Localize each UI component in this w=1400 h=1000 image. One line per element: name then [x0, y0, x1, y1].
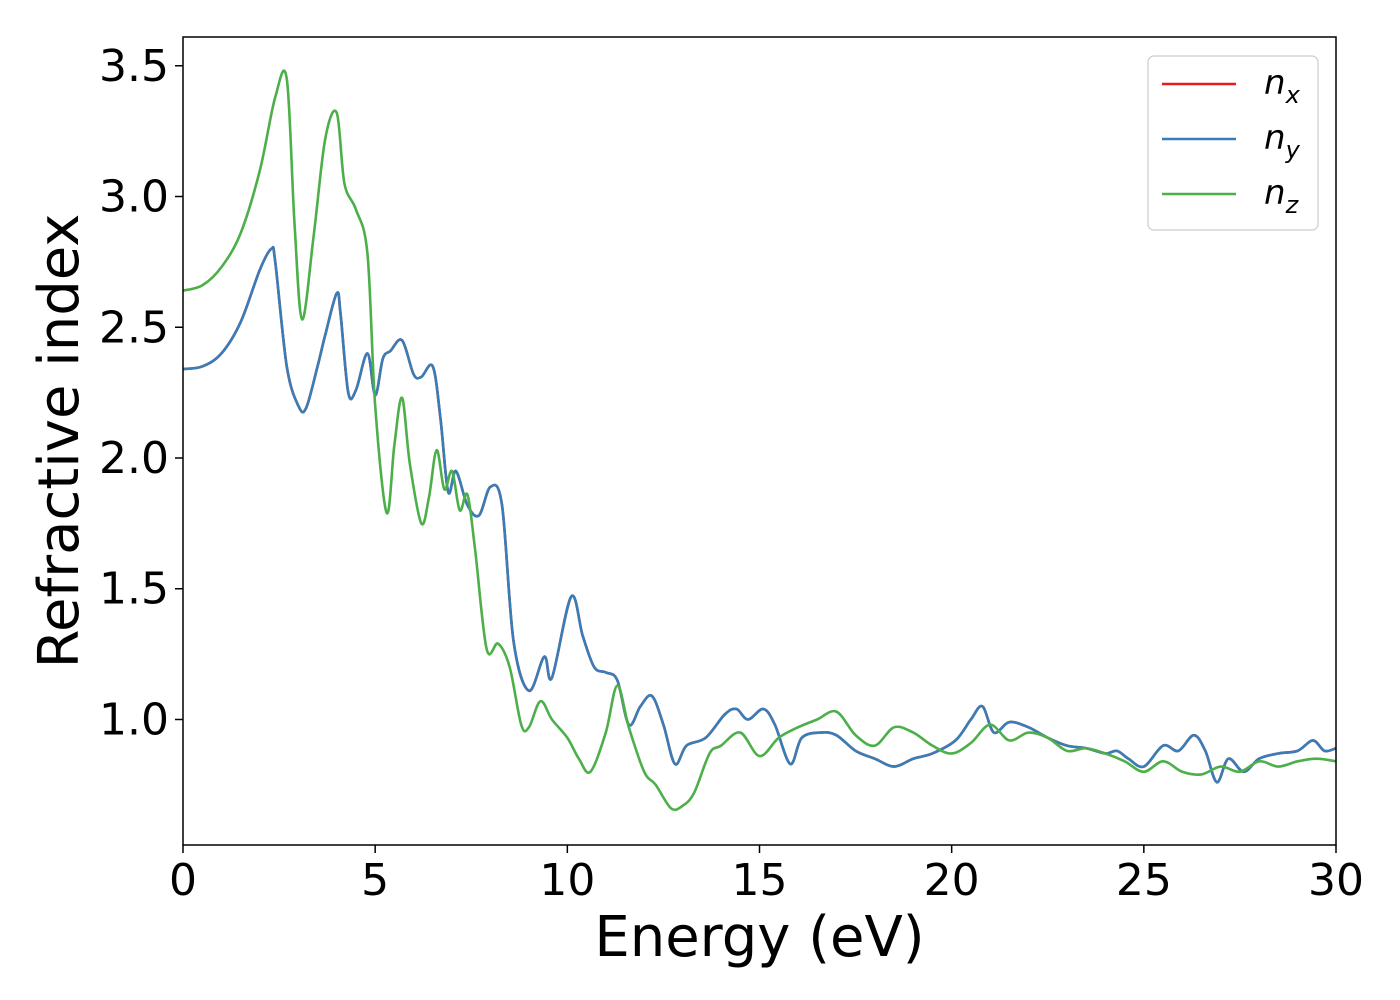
x-tick-label: 20: [924, 855, 980, 906]
y-axis-ticks: 1.0 1.5 2.0 2.5 3.0 3.5: [99, 41, 183, 745]
legend-label-y: ny: [1264, 118, 1301, 164]
y-tick-label: 2.0: [99, 433, 169, 484]
x-axis-title: Energy (eV): [594, 905, 924, 970]
y-tick-label: 3.0: [99, 172, 169, 223]
y-tick-label: 3.5: [99, 41, 169, 92]
x-tick-label: 30: [1308, 855, 1364, 906]
x-tick-label: 5: [361, 855, 389, 906]
x-tick-label: 15: [732, 855, 788, 906]
legend-label-main: n: [1264, 63, 1286, 103]
legend-label-subscript: z: [1285, 191, 1300, 219]
series-line-n-y: [183, 245, 1336, 784]
y-tick-label: 2.5: [99, 302, 169, 353]
x-tick-label: 25: [1116, 855, 1172, 906]
legend-label-main: n: [1264, 118, 1286, 158]
legend-box: [1147, 55, 1319, 231]
legend-label-subscript: x: [1285, 81, 1301, 109]
legend-label-x: nx: [1264, 63, 1301, 109]
x-tick-label: 0: [169, 855, 197, 906]
legend-label-main: n: [1264, 173, 1286, 213]
y-tick-label: 1.0: [99, 694, 169, 745]
x-tick-label: 10: [539, 855, 595, 906]
series-line-n-x: [183, 245, 1336, 784]
y-axis-title: Refractive index: [27, 214, 92, 669]
series-line-n-z: [183, 69, 1336, 812]
x-axis-ticks: 0 5 10 15 20 25 30: [169, 845, 1364, 906]
legend-label-z: nz: [1264, 173, 1300, 219]
legend-label-subscript: y: [1285, 136, 1301, 164]
series-lines: [183, 69, 1336, 812]
y-tick-label: 1.5: [99, 564, 169, 615]
